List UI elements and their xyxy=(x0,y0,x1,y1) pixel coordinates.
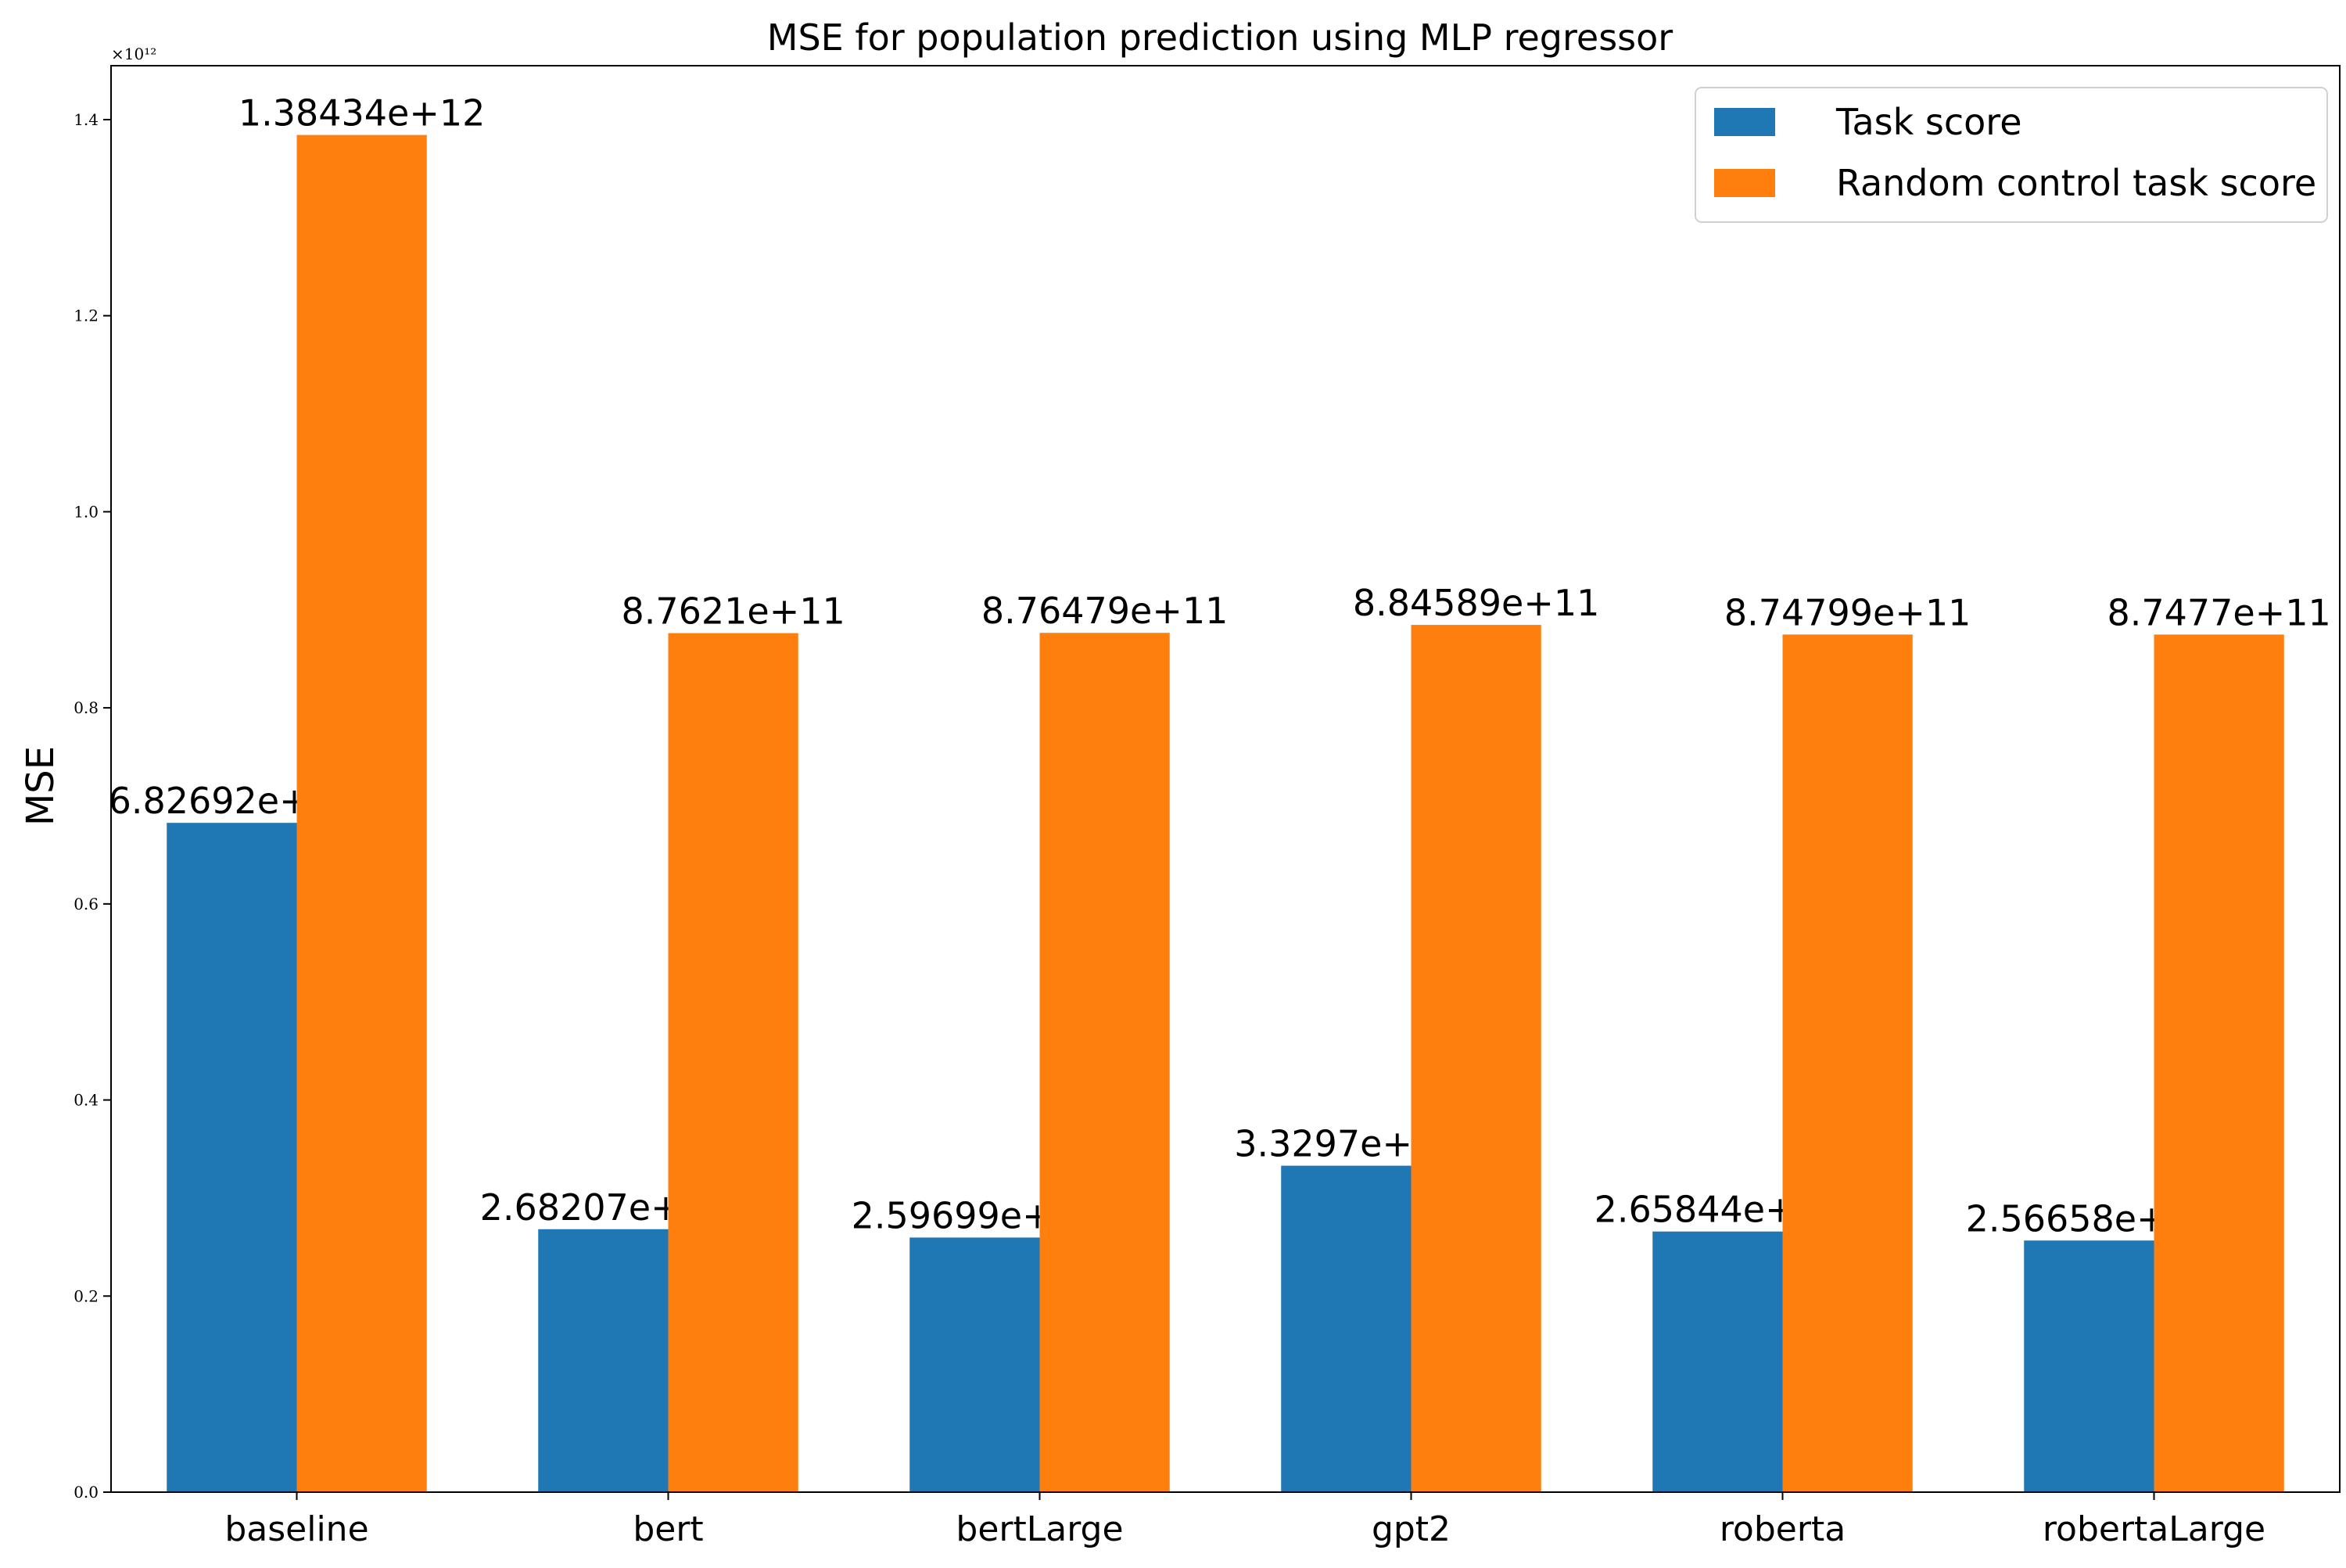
plot-area: 6.82692e+111.38434e+12baseline2.68207e+1… xyxy=(74,65,2341,1549)
x-tick-label: bert xyxy=(633,1509,703,1549)
value-label: 8.76479e+11 xyxy=(981,590,1229,632)
chart-title: MSE for population prediction using MLP … xyxy=(767,16,1673,59)
x-tick-label: robertaLarge xyxy=(2043,1509,2265,1549)
value-label: 8.74799e+11 xyxy=(1724,591,1971,633)
value-label: 8.7621e+11 xyxy=(621,590,845,633)
x-tick-label: baseline xyxy=(224,1509,368,1549)
value-label: 8.84589e+11 xyxy=(1353,582,1600,624)
value-label: 1.38434e+12 xyxy=(239,92,486,135)
bar-robertaLarge-task xyxy=(2024,1240,2154,1492)
y-tick-label: 0.4 xyxy=(74,1091,99,1110)
y-tick-label: 1.0 xyxy=(74,502,99,521)
legend-frame xyxy=(1695,87,2328,223)
bar-gpt2-task xyxy=(1281,1165,1412,1492)
legend-label: Random control task score xyxy=(1836,162,2316,204)
bar-roberta-task xyxy=(1652,1231,1783,1492)
bar-bertLarge-task xyxy=(909,1237,1040,1492)
legend-swatch xyxy=(1714,108,1775,136)
bar-robertaLarge-random xyxy=(2154,634,2284,1492)
bar-bert-random xyxy=(668,633,798,1492)
x-tick-label: bertLarge xyxy=(956,1509,1123,1549)
bar-bertLarge-random xyxy=(1039,633,1170,1492)
y-tick-label: 1.4 xyxy=(74,110,99,129)
legend: Task score Random control task score xyxy=(1695,87,2328,223)
x-tick-label: roberta xyxy=(1720,1509,1846,1549)
plot-frame xyxy=(110,65,2341,1493)
bar-gpt2-random xyxy=(1411,625,1541,1492)
bar-baseline-random xyxy=(296,135,427,1492)
bar-baseline-task xyxy=(167,823,297,1492)
bar-roberta-random xyxy=(1782,634,1913,1493)
y-tick-label: 0.2 xyxy=(74,1286,99,1305)
value-label: 8.7477e+11 xyxy=(2107,591,2330,633)
y-tick-label: 0.8 xyxy=(74,698,99,717)
legend-label: Task score xyxy=(1835,101,2022,143)
y-tick-label: 0.0 xyxy=(74,1483,99,1502)
bar-bert-task xyxy=(538,1229,669,1492)
y-axis-multiplier: ×10¹² xyxy=(111,45,156,63)
legend-swatch xyxy=(1714,169,1775,197)
y-tick-label: 0.6 xyxy=(74,895,99,913)
y-tick-label: 1.2 xyxy=(74,307,99,325)
y-axis-label: MSE xyxy=(19,746,63,826)
x-tick-label: gpt2 xyxy=(1372,1509,1451,1549)
